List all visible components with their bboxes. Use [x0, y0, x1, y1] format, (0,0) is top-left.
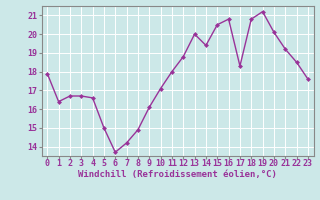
X-axis label: Windchill (Refroidissement éolien,°C): Windchill (Refroidissement éolien,°C)	[78, 170, 277, 179]
